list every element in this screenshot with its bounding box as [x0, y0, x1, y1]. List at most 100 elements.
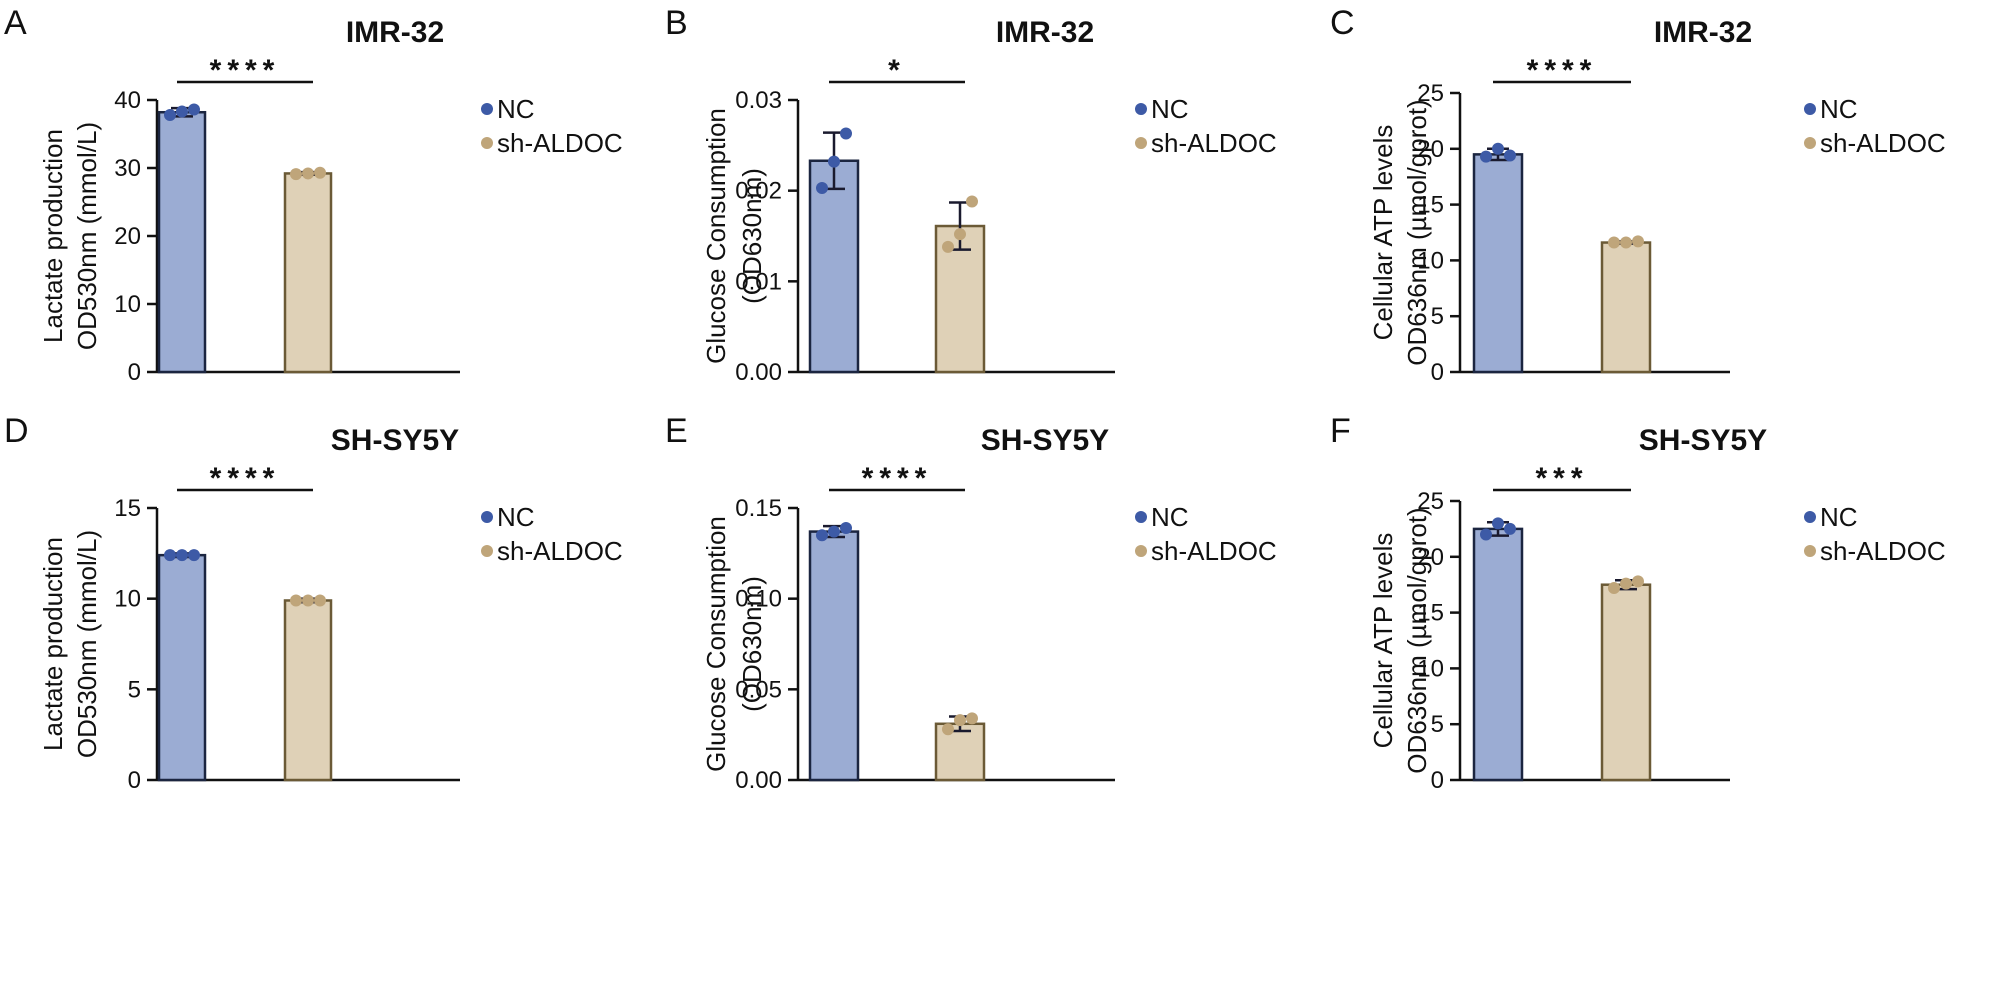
y-tick-label: 20 — [114, 223, 141, 250]
y-tick-label: 0 — [128, 767, 141, 794]
chart-title: SH-SY5Y — [1639, 424, 1767, 457]
data-point — [164, 108, 176, 121]
data-point — [1620, 577, 1632, 590]
y-tick-label: 30 — [114, 155, 141, 182]
legend-marker-nc — [481, 511, 493, 523]
data-point — [1504, 522, 1516, 535]
y-tick-label: 0 — [1431, 767, 1444, 794]
legend-label-nc: NC — [1820, 502, 1858, 532]
significance-stars: **** — [210, 462, 281, 495]
bar-sh-aldoc — [1600, 241, 1652, 374]
data-point — [942, 240, 954, 253]
chart-title: IMR-32 — [996, 16, 1094, 49]
bar-sh-aldoc — [283, 172, 333, 374]
legend-marker-nc — [1804, 103, 1816, 115]
data-point — [314, 594, 326, 607]
panel-letter: D — [4, 412, 29, 450]
data-point — [1480, 528, 1492, 541]
legend-marker-sh-aldoc — [1135, 137, 1147, 149]
bar-sh-aldoc — [283, 599, 333, 782]
bar-nc — [157, 110, 207, 374]
y-axis-label: Lactate production — [38, 129, 68, 343]
legend-label-sh-aldoc: sh-ALDOC — [497, 536, 623, 566]
data-point — [816, 181, 828, 194]
y-axis-label: Lactate production — [38, 537, 68, 751]
bar-sh-aldoc — [1600, 583, 1652, 782]
chart-panel-D: D SH-SY5Y Lactate production OD530nm (mmol/… — [4, 412, 623, 794]
significance-stars: *** — [1535, 462, 1588, 495]
data-point — [176, 105, 188, 118]
chart-title: IMR-32 — [346, 16, 444, 49]
chart-panel-A: A IMR-32 Lactate production OD530nm (mmol/L… — [4, 4, 623, 386]
y-axis-label: Glucose Consumption — [701, 516, 731, 772]
data-point — [1632, 235, 1644, 248]
y-tick-label: 25 — [1417, 488, 1444, 515]
chart-panel-B: B IMR-32 Glucose Consumption (OD630nm) 0.00 0… — [665, 4, 1277, 386]
significance-stars: * — [888, 54, 906, 87]
legend-marker-sh-aldoc — [481, 137, 493, 149]
data-point — [1504, 149, 1516, 162]
panel-letter: F — [1330, 412, 1351, 450]
legend-marker-sh-aldoc — [1804, 545, 1816, 557]
y-axis-label: (OD630nm) — [737, 168, 767, 304]
y-tick-label: 0.00 — [735, 359, 782, 386]
data-point — [302, 594, 314, 607]
y-axis-label: OD530nm (mmol/L) — [72, 122, 102, 350]
bar-nc — [808, 159, 860, 374]
y-tick-label: 20 — [1417, 136, 1444, 163]
y-tick-label: 15 — [114, 495, 141, 522]
data-point — [1492, 517, 1504, 530]
y-axis-label: (OD630nm) — [737, 576, 767, 712]
y-axis-label: OD636nm (µmol/gprot) — [1402, 507, 1432, 773]
y-tick-label: 0 — [128, 359, 141, 386]
legend-label-sh-aldoc: sh-ALDOC — [1151, 536, 1277, 566]
data-point — [1480, 150, 1492, 163]
data-point — [1620, 236, 1632, 249]
y-tick-label: 0.01 — [735, 268, 782, 295]
y-tick-label: 20 — [1417, 544, 1444, 571]
legend-label-nc: NC — [1820, 94, 1858, 124]
significance-stars: **** — [862, 462, 933, 495]
significance-stars: **** — [1527, 54, 1598, 87]
bar-nc — [157, 553, 207, 782]
data-point — [828, 155, 840, 168]
legend-marker-nc — [481, 103, 493, 115]
y-axis-label: Glucose Consumption — [701, 108, 731, 364]
y-axis-label: OD530nm (mmol/L) — [72, 530, 102, 758]
bar-nc — [808, 530, 860, 782]
data-point — [188, 549, 200, 562]
y-tick-label: 0.00 — [735, 767, 782, 794]
chart-panel-E: E SH-SY5Y Glucose Consumption (OD630nm) 0.00… — [665, 412, 1277, 794]
data-point — [1608, 236, 1620, 249]
legend-label-sh-aldoc: sh-ALDOC — [1151, 128, 1277, 158]
legend-label-nc: NC — [1151, 502, 1189, 532]
y-tick-label: 0.05 — [735, 676, 782, 703]
y-tick-label: 10 — [114, 586, 141, 613]
data-point — [966, 195, 978, 208]
bar-nc — [1472, 527, 1524, 782]
y-tick-label: 0.03 — [735, 87, 782, 114]
y-tick-label: 25 — [1417, 80, 1444, 107]
data-point — [314, 166, 326, 179]
y-axis-label: OD636nm (µmol/gprot) — [1402, 99, 1432, 365]
data-point — [954, 714, 966, 727]
data-point — [176, 549, 188, 562]
panel-letter: B — [665, 4, 688, 42]
bar-nc — [1472, 153, 1524, 374]
y-tick-label: 15 — [1417, 192, 1444, 219]
legend-marker-nc — [1135, 103, 1147, 115]
legend-label-nc: NC — [497, 502, 535, 532]
legend-label-sh-aldoc: sh-ALDOC — [497, 128, 623, 158]
y-tick-label: 40 — [114, 87, 141, 114]
y-axis-label: Cellular ATP levels — [1368, 125, 1398, 341]
legend-label-sh-aldoc: sh-ALDOC — [1820, 536, 1946, 566]
legend-marker-sh-aldoc — [1135, 545, 1147, 557]
data-point — [840, 127, 852, 140]
data-point — [164, 549, 176, 562]
data-point — [840, 521, 852, 534]
data-point — [302, 167, 314, 180]
data-point — [290, 168, 302, 181]
chart-title: SH-SY5Y — [981, 424, 1109, 457]
significance-stars: **** — [210, 54, 281, 87]
y-tick-label: 5 — [1431, 711, 1444, 738]
